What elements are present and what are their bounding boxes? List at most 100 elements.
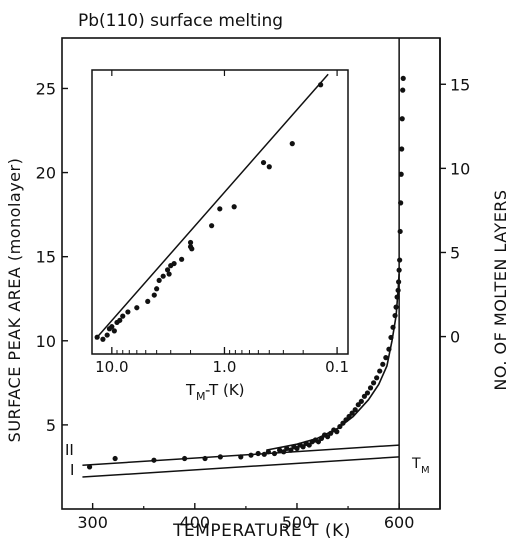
melting-temp-T: T [411, 456, 421, 472]
data-point [328, 430, 334, 436]
inset-data-point [166, 271, 172, 277]
y-tick-label: 5 [46, 416, 56, 435]
data-point [248, 452, 254, 458]
melting-temp-label: T M [411, 456, 430, 476]
data-point [361, 393, 367, 399]
line-II-label: II [65, 441, 74, 459]
y-tick-label: 20 [36, 164, 56, 183]
data-point [337, 423, 343, 430]
data-point [374, 375, 380, 381]
inset-chart-layer: 10.0 1.0 0.1 [94, 70, 349, 376]
data-point [355, 402, 361, 408]
inset-data-point [217, 206, 223, 212]
main-plot-frame [61, 37, 441, 510]
y-tick-label: 10 [36, 332, 56, 351]
inset-data-point [134, 305, 140, 311]
data-point [383, 355, 389, 361]
inset-data-point [154, 286, 160, 292]
data-point [86, 464, 93, 470]
data-point [388, 334, 394, 341]
inset-xlabel-rest: -T (K) [205, 381, 245, 399]
inset-x-tick-label: 1.0 [213, 358, 237, 376]
inset-data-point [120, 313, 126, 319]
data-point [380, 361, 386, 367]
inset-xlabel-T: T [185, 381, 196, 399]
inset-data-point [109, 324, 115, 330]
data-point [181, 455, 188, 462]
x-tick-label: 600 [384, 513, 415, 532]
inset-data-point [187, 239, 194, 246]
inset-data-point [117, 317, 123, 323]
right-y-axis-label: NO. OF MOLTEN LAYERS [491, 189, 510, 390]
data-point [390, 324, 396, 330]
inset-data-point [209, 223, 215, 229]
inset-data-point [231, 204, 237, 210]
data-point [334, 429, 340, 435]
y-axis-label: SURFACE PEAK AREA (monolayer) [5, 158, 24, 443]
inset-x-tick-label: 0.1 [325, 358, 349, 376]
data-point [346, 413, 352, 420]
data-point [261, 451, 267, 457]
inset-data-point [189, 246, 195, 252]
inset-data-point [171, 260, 177, 267]
inset-data-point [151, 292, 157, 298]
inset-data-point [266, 164, 272, 170]
data-point [340, 420, 346, 426]
inset-data-point [104, 332, 110, 338]
data-point [294, 445, 300, 452]
melting-temp-sub: M [421, 465, 430, 476]
inset-data-point [145, 298, 151, 305]
inset-data-point [156, 277, 162, 283]
inset-xlabel-sub: M [196, 390, 206, 403]
data-point [349, 410, 355, 416]
data-point [399, 146, 405, 152]
inset-data-point [160, 273, 166, 279]
main-chart-layer: 300 400 500 600 5 10 15 20 25 0 5 10 15 [36, 38, 470, 532]
x-tick-label: 500 [282, 513, 313, 532]
right-y-tick-label: 0 [450, 328, 460, 347]
data-point [255, 450, 261, 457]
inset-data-point [111, 328, 117, 334]
inset-data-point [260, 159, 267, 166]
data-point [392, 312, 398, 319]
inset-fit-line [94, 73, 329, 340]
data-point [386, 346, 392, 352]
inset-data-point [318, 82, 324, 88]
y-tick-label: 25 [36, 79, 56, 98]
data-point [400, 87, 406, 93]
data-point [202, 455, 208, 462]
data-point [271, 450, 278, 457]
inset-data-point [179, 256, 185, 262]
data-point [217, 454, 223, 460]
right-y-tick-label: 10 [450, 159, 470, 178]
data-point [284, 445, 290, 452]
inset-plot-frame [91, 69, 349, 355]
right-y-tick-label: 5 [450, 243, 460, 262]
data-point [393, 304, 399, 310]
data-point [377, 368, 383, 374]
data-point [400, 75, 406, 81]
inset-data-point [164, 267, 171, 273]
data-point [397, 228, 403, 235]
inset-data-point [125, 309, 131, 315]
data-point [397, 257, 403, 263]
data-point [277, 447, 283, 453]
data-point [112, 455, 118, 462]
inset-data-point [94, 334, 100, 340]
data-point [396, 279, 402, 285]
line-I-label: I [70, 461, 74, 479]
data-point [238, 454, 244, 460]
inset-data-point [100, 336, 106, 342]
inset-data-point [289, 141, 295, 147]
data-point [398, 200, 404, 206]
data-point [288, 447, 294, 453]
data-point [396, 267, 402, 273]
data-point [306, 442, 312, 448]
data-point [281, 449, 287, 455]
x-axis-label: TEMPERATURE T (K) [172, 521, 351, 541]
data-point [358, 398, 364, 404]
inset-x-axis-label: T M -T (K) [185, 381, 245, 403]
y-tick-label: 15 [36, 248, 56, 267]
data-point [370, 380, 377, 386]
